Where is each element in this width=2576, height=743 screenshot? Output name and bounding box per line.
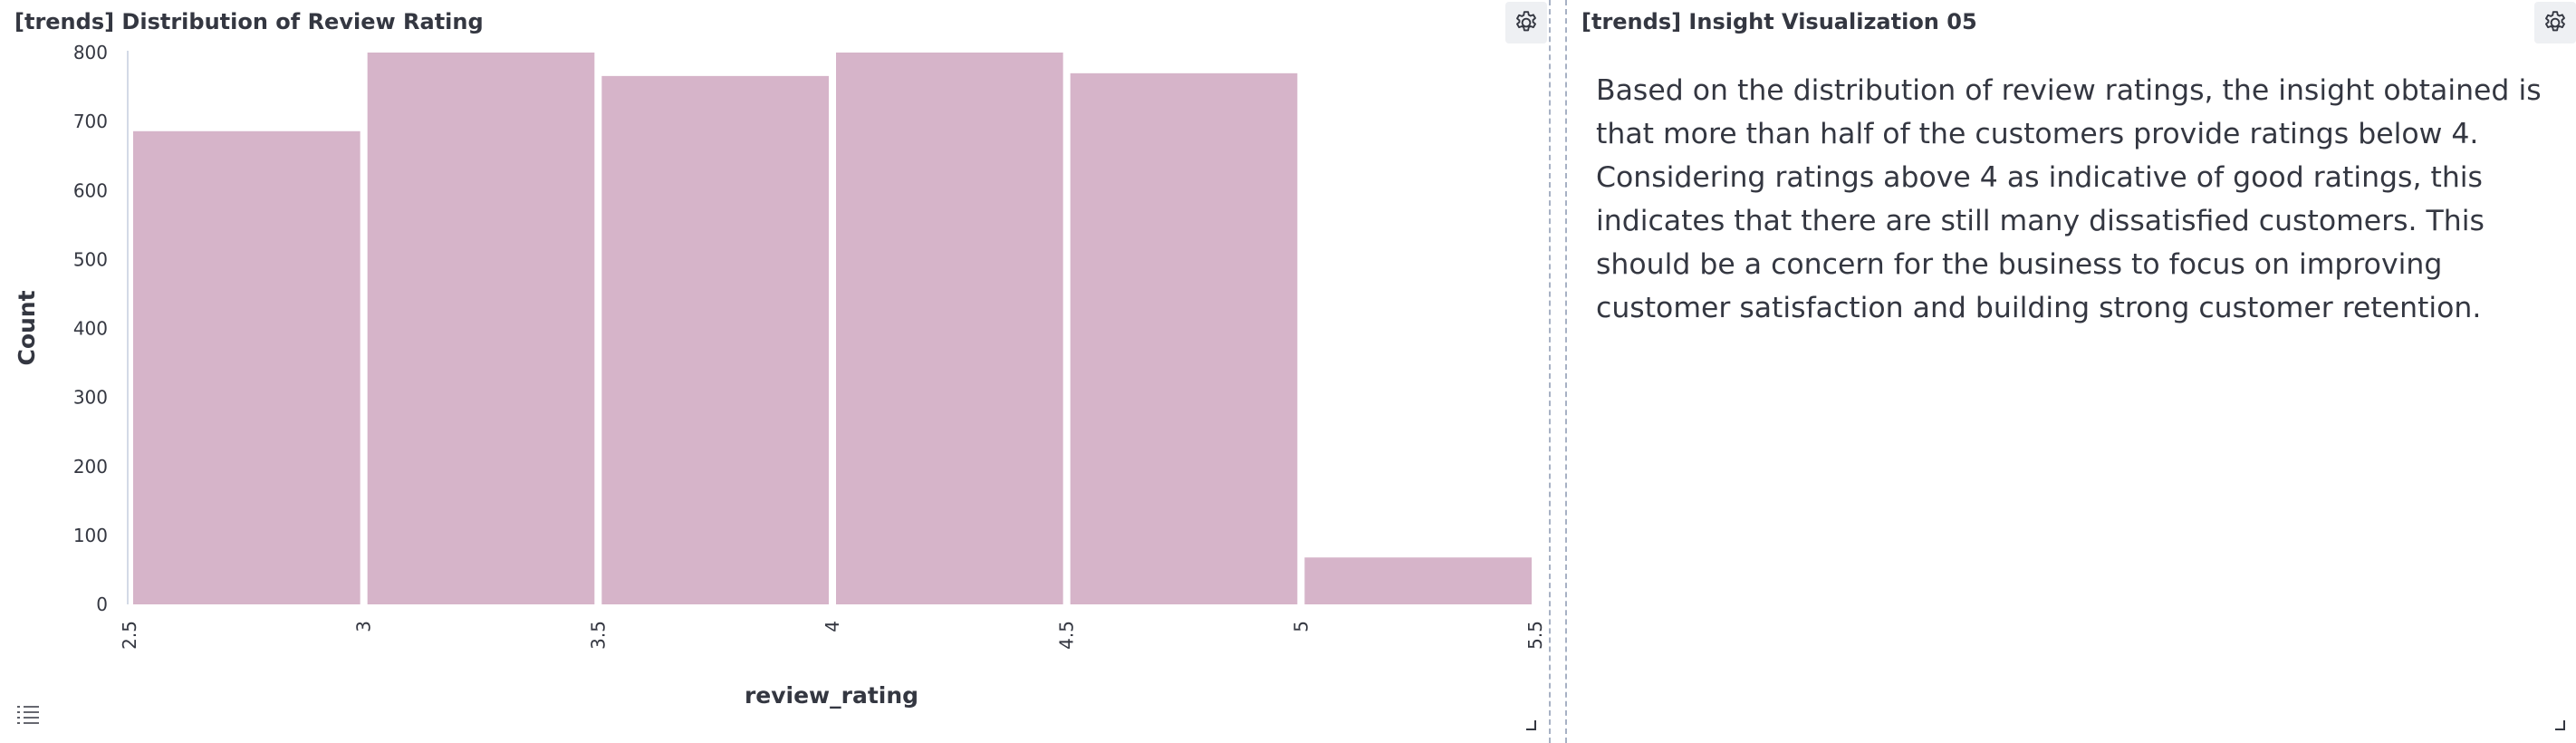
histogram-panel: [trends] Distribution of Review Rating 0… — [14, 2, 1547, 730]
y-tick-label: 300 — [73, 387, 108, 409]
y-tick-label: 100 — [73, 525, 108, 546]
panel-settings-button[interactable] — [1505, 2, 1547, 43]
y-tick-label: 600 — [73, 179, 108, 201]
y-axis-label: Count — [14, 290, 40, 365]
histogram-bar[interactable] — [1304, 557, 1532, 604]
histogram-bar[interactable] — [133, 130, 360, 605]
insight-panel: [trends] Insight Visualization 05 Based … — [1567, 0, 2576, 743]
x-tick-label: 4 — [822, 621, 843, 632]
x-tick-label: 4.5 — [1056, 621, 1078, 650]
resize-handle-icon[interactable] — [2554, 719, 2565, 730]
legend-toggle-button[interactable] — [16, 703, 40, 725]
histogram-bar[interactable] — [836, 53, 1063, 604]
histogram-bar[interactable] — [367, 53, 595, 604]
x-tick-label: 5 — [1290, 621, 1312, 632]
y-tick-label: 500 — [73, 248, 108, 270]
x-tick-label: 3.5 — [587, 621, 609, 650]
y-tick-label: 700 — [73, 111, 108, 132]
panel-divider — [1565, 0, 1567, 743]
y-tick-label: 400 — [73, 318, 108, 340]
gear-icon — [1516, 11, 1536, 32]
panel-divider — [1549, 0, 1551, 743]
y-tick-label: 800 — [73, 42, 108, 63]
x-axis-label: review_rating — [745, 682, 918, 709]
x-tick-label: 2.5 — [119, 621, 140, 650]
panel-title: [trends] Distribution of Review Rating — [14, 9, 484, 34]
histogram-bar[interactable] — [1070, 72, 1298, 604]
panel-settings-button[interactable] — [2534, 2, 2576, 43]
x-tick-label: 3 — [353, 621, 375, 632]
list-icon — [17, 706, 39, 724]
y-tick-label: 200 — [73, 456, 108, 478]
review-rating-histogram: 0 100 200 300 400 500 600 700 800 2.5 3 3.5 4 4.5 5 5.… — [14, 42, 1546, 709]
gear-icon — [2545, 11, 2565, 32]
x-tick-label: 5.5 — [1524, 621, 1546, 650]
y-tick-label: 0 — [96, 593, 108, 615]
histogram-bar[interactable] — [601, 75, 829, 604]
insight-text: Based on the distribution of review rati… — [1596, 74, 2542, 324]
resize-handle-icon[interactable] — [1525, 719, 1536, 730]
panel-title: [trends] Insight Visualization 05 — [1581, 9, 1977, 34]
